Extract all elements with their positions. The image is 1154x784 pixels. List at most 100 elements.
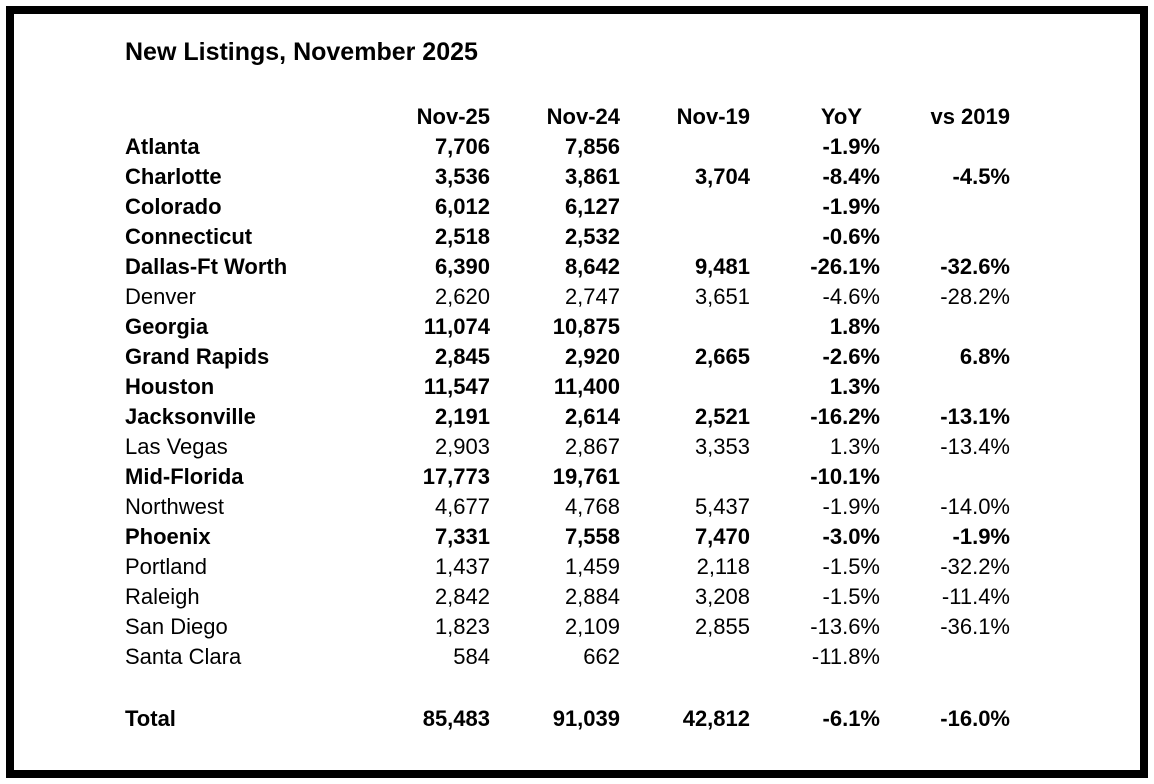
- nov19-cell: 2,118: [696, 554, 750, 579]
- total-row: Total 85,483 91,039 42,812 -6.1% -16.0%: [125, 704, 1010, 734]
- nov25-cell: 2,903: [434, 434, 490, 459]
- city-cell: San Diego: [125, 614, 228, 639]
- city-cell: Denver: [125, 284, 196, 309]
- table-row: Dallas-Ft Worth 6,390 8,642 9,481 -26.1% -32.…: [125, 252, 1010, 282]
- nov24-cell: 19,761: [552, 464, 620, 489]
- yoy-cell: -13.6%: [810, 614, 880, 639]
- nov25-cell: 2,191: [434, 404, 490, 429]
- table-frame: New Listings, November 2025 Nov-25 Nov-2…: [6, 6, 1148, 778]
- nov24-cell: 2,747: [564, 284, 620, 309]
- nov25-cell: 6,390: [434, 254, 490, 279]
- nov24-cell: 11,400: [553, 374, 620, 399]
- nov24-cell: 2,867: [564, 434, 620, 459]
- vs2019-cell: -11.4%: [941, 584, 1010, 609]
- yoy-cell: -1.9%: [822, 134, 880, 159]
- nov25-cell: 11,547: [423, 374, 490, 399]
- table-row: Santa Clara 584 662 -11.8%: [125, 642, 1010, 672]
- yoy-cell: -1.5%: [822, 584, 880, 609]
- yoy-cell: -3.0%: [822, 524, 880, 549]
- vs2019-cell: -32.6%: [940, 254, 1010, 279]
- nov19-cell: 9,481: [694, 254, 750, 279]
- nov25-cell: 584: [453, 644, 490, 669]
- nov25-cell: 7,331: [434, 524, 490, 549]
- yoy-cell: 1.3%: [829, 434, 880, 459]
- nov25-cell: 2,845: [434, 344, 490, 369]
- city-cell: Portland: [125, 554, 207, 579]
- col-header-vs2019: vs 2019: [930, 104, 1010, 129]
- yoy-cell: -10.1%: [810, 464, 880, 489]
- nov25-cell: 11,074: [423, 314, 490, 339]
- vs2019-cell: -13.4%: [940, 434, 1010, 459]
- nov19-cell: [620, 642, 750, 672]
- spacer-row: [125, 672, 1010, 704]
- nov24-cell: 4,768: [564, 494, 620, 519]
- vs2019-cell: -28.2%: [940, 284, 1010, 309]
- yoy-cell: -8.4%: [822, 164, 880, 189]
- table-row: Phoenix 7,331 7,558 7,470 -3.0% -1.9%: [125, 522, 1010, 552]
- nov19-cell: 2,855: [694, 614, 750, 639]
- yoy-cell: -26.1%: [810, 254, 880, 279]
- page-title: New Listings, November 2025: [125, 38, 478, 66]
- city-cell: Atlanta: [125, 134, 200, 159]
- table-row: Atlanta 7,706 7,856 -1.9%: [125, 132, 1010, 162]
- vs2019-cell: [880, 192, 1010, 222]
- table-row: Houston 11,547 11,400 1.3%: [125, 372, 1010, 402]
- nov19-cell: 2,665: [694, 344, 750, 369]
- table-row: Connecticut 2,518 2,532 -0.6%: [125, 222, 1010, 252]
- table-row: Portland 1,437 1,459 2,118 -1.5% -32.2%: [125, 552, 1010, 582]
- table-row: Denver 2,620 2,747 3,651 -4.6% -28.2%: [125, 282, 1010, 312]
- table-row: Charlotte 3,536 3,861 3,704 -8.4% -4.5%: [125, 162, 1010, 192]
- nov19-cell: [620, 312, 750, 342]
- nov24-cell: 2,614: [564, 404, 620, 429]
- vs2019-cell: [880, 312, 1010, 342]
- table-row: Mid-Florida 17,773 19,761 -10.1%: [125, 462, 1010, 492]
- yoy-cell: -1.9%: [822, 494, 880, 519]
- new-listings-table: Nov-25 Nov-24 Nov-19 YoY vs 2019 Atlanta…: [125, 102, 1010, 734]
- table-row: Las Vegas 2,903 2,867 3,353 1.3% -13.4%: [125, 432, 1010, 462]
- vs2019-cell: [880, 222, 1010, 252]
- col-header-nov25: Nov-25: [416, 104, 490, 129]
- table-row: San Diego 1,823 2,109 2,855 -13.6% -36.1%: [125, 612, 1010, 642]
- nov19-cell: [620, 222, 750, 252]
- header-row: Nov-25 Nov-24 Nov-19 YoY vs 2019: [125, 102, 1010, 132]
- vs2019-cell: [880, 462, 1010, 492]
- nov19-cell: 5,437: [694, 494, 750, 519]
- nov24-cell: 10,875: [552, 314, 620, 339]
- table-row: Grand Rapids 2,845 2,920 2,665 -2.6% 6.8%: [125, 342, 1010, 372]
- col-header-yoy: YoY: [820, 104, 862, 129]
- nov25-cell: 1,823: [434, 614, 490, 639]
- city-cell: Connecticut: [125, 224, 253, 249]
- city-cell: Grand Rapids: [125, 344, 270, 369]
- nov19-cell: 3,208: [694, 584, 750, 609]
- city-cell: Colorado: [125, 194, 222, 219]
- nov24-cell: 7,856: [564, 134, 620, 159]
- nov25-cell: 3,536: [434, 164, 490, 189]
- nov24-cell: 2,920: [564, 344, 620, 369]
- yoy-cell: -4.6%: [822, 284, 880, 309]
- vs2019-cell: -14.0%: [940, 494, 1010, 519]
- nov25-cell: 85,483: [422, 706, 490, 731]
- nov19-cell: [620, 372, 750, 402]
- nov24-cell: 6,127: [564, 194, 620, 219]
- city-cell: Georgia: [125, 314, 209, 339]
- yoy-cell: -2.6%: [822, 344, 880, 369]
- yoy-cell: 1.3%: [829, 374, 880, 399]
- col-header-nov24: Nov-24: [546, 104, 620, 129]
- nov25-cell: 1,437: [434, 554, 490, 579]
- nov24-cell: 91,039: [552, 706, 620, 731]
- city-cell: Raleigh: [125, 584, 200, 609]
- city-cell: Houston: [125, 374, 215, 399]
- nov24-cell: 3,861: [564, 164, 620, 189]
- col-header-nov19: Nov-19: [676, 104, 750, 129]
- nov25-cell: 2,620: [434, 284, 490, 309]
- city-cell: Jacksonville: [125, 404, 256, 429]
- vs2019-cell: -13.1%: [940, 404, 1010, 429]
- nov24-cell: 8,642: [564, 254, 620, 279]
- nov24-cell: 2,109: [564, 614, 620, 639]
- nov24-cell: 1,459: [564, 554, 620, 579]
- yoy-cell: -6.1%: [822, 706, 880, 731]
- col-header-city: [125, 102, 390, 132]
- nov19-cell: 3,353: [694, 434, 750, 459]
- nov25-cell: 2,518: [434, 224, 490, 249]
